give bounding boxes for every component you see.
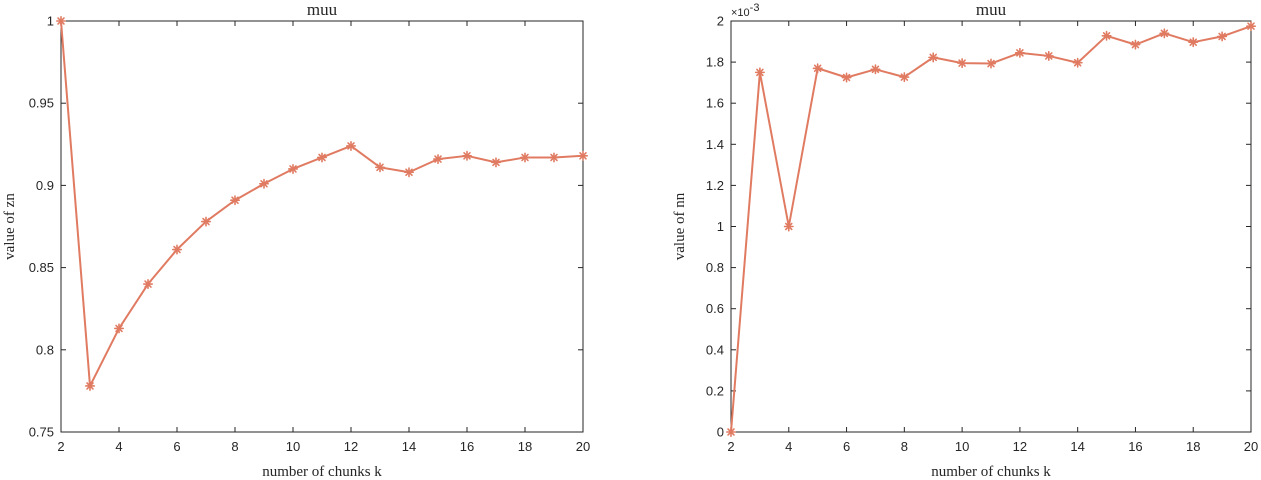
y-tick-label: 1.8: [706, 55, 724, 70]
y-tick-label: 0.6: [706, 301, 724, 316]
data-point: [201, 216, 211, 227]
y-tick-label: 0: [717, 425, 724, 440]
data-point: [783, 221, 794, 232]
x-tick-label: 18: [1186, 439, 1200, 454]
data-point: [1188, 37, 1199, 48]
data-point: [1014, 47, 1025, 58]
data-point: [928, 52, 939, 63]
x-tick-label: 16: [460, 439, 474, 454]
y-tick-label: 1.6: [706, 96, 724, 111]
x-tick-label: 14: [1070, 439, 1084, 454]
x-tick-label: 2: [57, 439, 64, 454]
data-point: [461, 150, 473, 161]
x-tick-label: 8: [901, 439, 908, 454]
chart-title: muu: [976, 0, 1007, 19]
y-tick-label: 1.4: [706, 137, 724, 152]
data-point: [316, 152, 328, 163]
data-point: [230, 195, 240, 206]
x-tick-label: 18: [518, 439, 532, 454]
y-tick-label: 0.75: [29, 425, 54, 440]
x-tick-label: 10: [955, 439, 969, 454]
data-point: [577, 150, 589, 161]
x-tick-label: 4: [115, 439, 122, 454]
y-tick-label: 2: [717, 14, 724, 29]
y-tick-label: 1: [717, 219, 724, 234]
data-point: [85, 380, 95, 391]
data-point: [1043, 50, 1054, 61]
data-point: [519, 152, 531, 163]
x-tick-label: 6: [843, 439, 850, 454]
data-point: [899, 72, 910, 83]
y-tick-label: 1.2: [706, 178, 724, 193]
x-tick-label: 4: [785, 439, 792, 454]
x-axis-label: number of chunks k: [262, 464, 382, 480]
data-point: [754, 67, 765, 78]
data-point: [812, 63, 823, 74]
x-tick-label: 16: [1128, 439, 1142, 454]
chart-title: muu: [307, 0, 338, 19]
x-tick-label: 12: [1013, 439, 1027, 454]
data-point: [1130, 39, 1141, 50]
x-tick-label: 14: [402, 439, 416, 454]
x-tick-label: 8: [231, 439, 238, 454]
x-tick-label: 12: [344, 439, 358, 454]
data-point: [143, 279, 153, 290]
data-point: [957, 58, 968, 69]
y-tick-label: 0.2: [706, 383, 724, 398]
data-point: [870, 64, 881, 75]
y-tick-label: 0.4: [706, 342, 724, 357]
y-tick-label: 0.9: [36, 178, 54, 193]
data-point: [55, 15, 66, 27]
y-tick-label: 0.85: [29, 260, 54, 275]
data-point: [1217, 31, 1228, 42]
data-point: [403, 167, 415, 178]
data-point: [258, 178, 270, 189]
x-tick-label: 20: [576, 439, 590, 454]
data-point: [985, 58, 997, 69]
data-point: [345, 140, 357, 151]
data-point: [374, 162, 386, 173]
data-point: [1072, 57, 1083, 68]
data-point: [1159, 28, 1170, 39]
x-tick-label: 20: [1244, 439, 1258, 454]
plot-frame: [730, 20, 1252, 433]
data-point: [432, 154, 444, 165]
y-tick-label: 0.95: [29, 96, 54, 111]
y-tick-label: 1: [47, 14, 54, 29]
data-point: [490, 157, 502, 168]
data-point: [548, 152, 560, 163]
x-tick-label: 10: [286, 439, 300, 454]
chart-2: 2 4 6 8 10 12 14 16 18 20 0 0.2 0.4 0.6 0.8 1 1.2 1.4 1.6 1…: [672, 0, 1258, 480]
chart-1: 2 4 6 8 10 12 14 16 18 20 0.75 0.8 0.85 0.9 0.95 1 muu nu…: [2, 0, 590, 480]
y-exponent-label: ×10-3: [731, 2, 759, 19]
data-point: [1246, 21, 1256, 32]
x-axis-label: number of chunks k: [931, 464, 1051, 480]
plot-frame: [60, 20, 584, 433]
y-axis-label: value of zn: [2, 193, 18, 260]
data-point: [114, 323, 124, 334]
data-point: [172, 244, 182, 255]
x-tick-label: 6: [173, 439, 180, 454]
data-point: [725, 426, 737, 438]
data-point: [287, 163, 299, 174]
y-tick-label: 0.8: [706, 260, 724, 275]
y-tick-label: 0.8: [36, 342, 54, 357]
x-tick-label: 2: [727, 439, 734, 454]
data-point: [1101, 30, 1112, 41]
y-axis-label: value of nn: [672, 192, 688, 260]
data-point: [841, 72, 852, 83]
